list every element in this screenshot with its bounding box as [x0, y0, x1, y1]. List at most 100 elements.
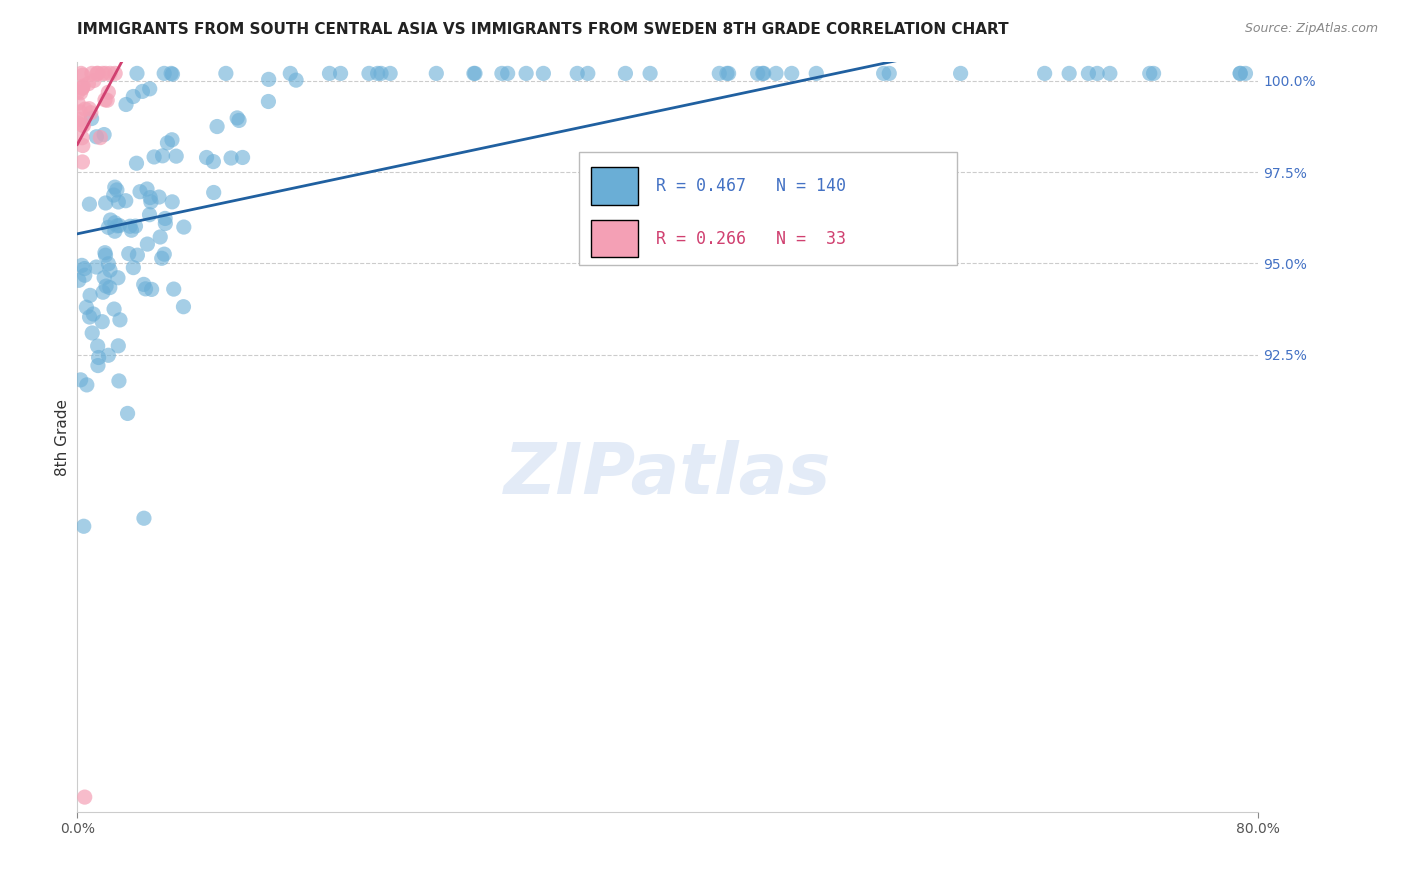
Immigrants from South Central Asia	[122, 89, 145, 103]
Immigrants from South Central Asia	[79, 288, 101, 302]
Immigrants from South Central Asia	[94, 279, 117, 293]
Immigrants from South Central Asia	[172, 300, 194, 314]
Immigrants from South Central Asia	[717, 66, 740, 80]
FancyBboxPatch shape	[579, 153, 957, 265]
Text: ZIPatlas: ZIPatlas	[505, 440, 831, 509]
Immigrants from South Central Asia	[1033, 66, 1056, 80]
Immigrants from South Central Asia	[118, 246, 141, 260]
Immigrants from South Central Asia	[91, 315, 114, 329]
Immigrants from South Central Asia	[103, 301, 125, 316]
Immigrants from South Central Asia	[104, 224, 127, 238]
Immigrants from Sweden	[72, 79, 94, 94]
Immigrants from South Central Asia	[139, 190, 162, 204]
Immigrants from South Central Asia	[79, 197, 101, 211]
Immigrants from South Central Asia	[107, 339, 129, 353]
Immigrants from South Central Asia	[124, 219, 146, 234]
Immigrants from South Central Asia	[108, 219, 131, 233]
Immigrants from South Central Asia	[709, 66, 731, 80]
Y-axis label: 8th Grade: 8th Grade	[55, 399, 70, 475]
Immigrants from Sweden	[70, 81, 93, 95]
Immigrants from South Central Asia	[367, 66, 389, 80]
Immigrants from South Central Asia	[285, 73, 308, 87]
Immigrants from South Central Asia	[105, 219, 128, 233]
Immigrants from South Central Asia	[464, 66, 486, 80]
Immigrants from South Central Asia	[132, 511, 155, 525]
Immigrants from South Central Asia	[1098, 66, 1121, 80]
Immigrants from South Central Asia	[567, 66, 589, 80]
Immigrants from South Central Asia	[949, 66, 972, 80]
Immigrants from South Central Asia	[138, 208, 160, 222]
Immigrants from South Central Asia	[97, 257, 120, 271]
Immigrants from Sweden	[67, 96, 90, 111]
Immigrants from Sweden	[75, 102, 97, 116]
Immigrants from South Central Asia	[205, 120, 228, 134]
Immigrants from Sweden	[67, 85, 90, 99]
Immigrants from South Central Asia	[152, 149, 174, 163]
Immigrants from South Central Asia	[1229, 66, 1251, 80]
FancyBboxPatch shape	[591, 168, 638, 205]
Immigrants from South Central Asia	[160, 66, 183, 80]
Immigrants from South Central Asia	[120, 223, 142, 237]
Immigrants from South Central Asia	[149, 230, 172, 244]
Immigrants from Sweden	[80, 66, 103, 80]
Immigrants from South Central Asia	[114, 194, 136, 208]
Immigrants from South Central Asia	[329, 66, 352, 80]
Immigrants from South Central Asia	[228, 113, 250, 128]
Immigrants from South Central Asia	[125, 66, 148, 80]
Text: IMMIGRANTS FROM SOUTH CENTRAL ASIA VS IMMIGRANTS FROM SWEDEN 8TH GRADE CORRELATI: IMMIGRANTS FROM SOUTH CENTRAL ASIA VS IM…	[77, 22, 1010, 37]
Immigrants from South Central Asia	[638, 66, 661, 80]
Immigrants from South Central Asia	[131, 84, 153, 98]
Immigrants from South Central Asia	[156, 136, 179, 150]
Immigrants from South Central Asia	[73, 519, 96, 533]
Immigrants from South Central Asia	[103, 188, 125, 202]
Immigrants from South Central Asia	[155, 217, 177, 231]
Immigrants from South Central Asia	[73, 261, 96, 276]
Immigrants from South Central Asia	[747, 66, 769, 80]
Immigrants from South Central Asia	[496, 66, 519, 80]
Immigrants from South Central Asia	[491, 66, 513, 80]
Immigrants from Sweden	[69, 104, 91, 119]
Immigrants from South Central Asia	[135, 282, 157, 296]
Immigrants from South Central Asia	[150, 252, 173, 266]
Immigrants from South Central Asia	[73, 268, 96, 283]
Immigrants from South Central Asia	[93, 128, 115, 142]
Immigrants from South Central Asia	[153, 211, 176, 226]
Immigrants from South Central Asia	[576, 66, 599, 80]
Immigrants from South Central Asia	[872, 66, 894, 80]
Text: Source: ZipAtlas.com: Source: ZipAtlas.com	[1244, 22, 1378, 36]
Immigrants from South Central Asia	[202, 186, 225, 200]
Immigrants from South Central Asia	[877, 66, 900, 80]
Text: R = 0.266   N =  33: R = 0.266 N = 33	[657, 229, 846, 247]
Immigrants from South Central Asia	[125, 156, 148, 170]
Immigrants from South Central Asia	[86, 129, 108, 144]
Immigrants from South Central Asia	[425, 66, 447, 80]
Immigrants from Sweden	[72, 119, 94, 133]
Immigrants from South Central Asia	[173, 220, 195, 235]
Immigrants from Sweden	[72, 138, 94, 153]
Immigrants from Sweden	[98, 66, 121, 80]
Immigrants from South Central Asia	[165, 149, 187, 163]
Immigrants from South Central Asia	[1234, 66, 1257, 80]
Immigrants from South Central Asia	[82, 326, 104, 340]
Immigrants from Sweden	[91, 66, 114, 80]
Immigrants from South Central Asia	[93, 270, 115, 285]
Immigrants from South Central Asia	[115, 97, 138, 112]
Immigrants from South Central Asia	[378, 66, 401, 80]
Immigrants from South Central Asia	[127, 248, 149, 262]
Immigrants from South Central Asia	[87, 359, 110, 373]
Immigrants from South Central Asia	[129, 185, 152, 199]
Immigrants from South Central Asia	[1077, 66, 1099, 80]
Immigrants from South Central Asia	[107, 194, 129, 209]
Immigrants from Sweden	[72, 80, 94, 95]
Immigrants from South Central Asia	[86, 339, 108, 353]
Immigrants from Sweden	[89, 130, 111, 145]
Immigrants from South Central Asia	[515, 66, 537, 80]
Immigrants from Sweden	[69, 86, 91, 100]
Immigrants from South Central Asia	[118, 219, 141, 234]
Immigrants from South Central Asia	[614, 66, 637, 80]
Immigrants from Sweden	[70, 66, 93, 80]
Immigrants from South Central Asia	[139, 194, 162, 209]
Immigrants from South Central Asia	[357, 66, 380, 80]
Immigrants from South Central Asia	[195, 151, 218, 165]
Immigrants from Sweden	[104, 66, 127, 80]
